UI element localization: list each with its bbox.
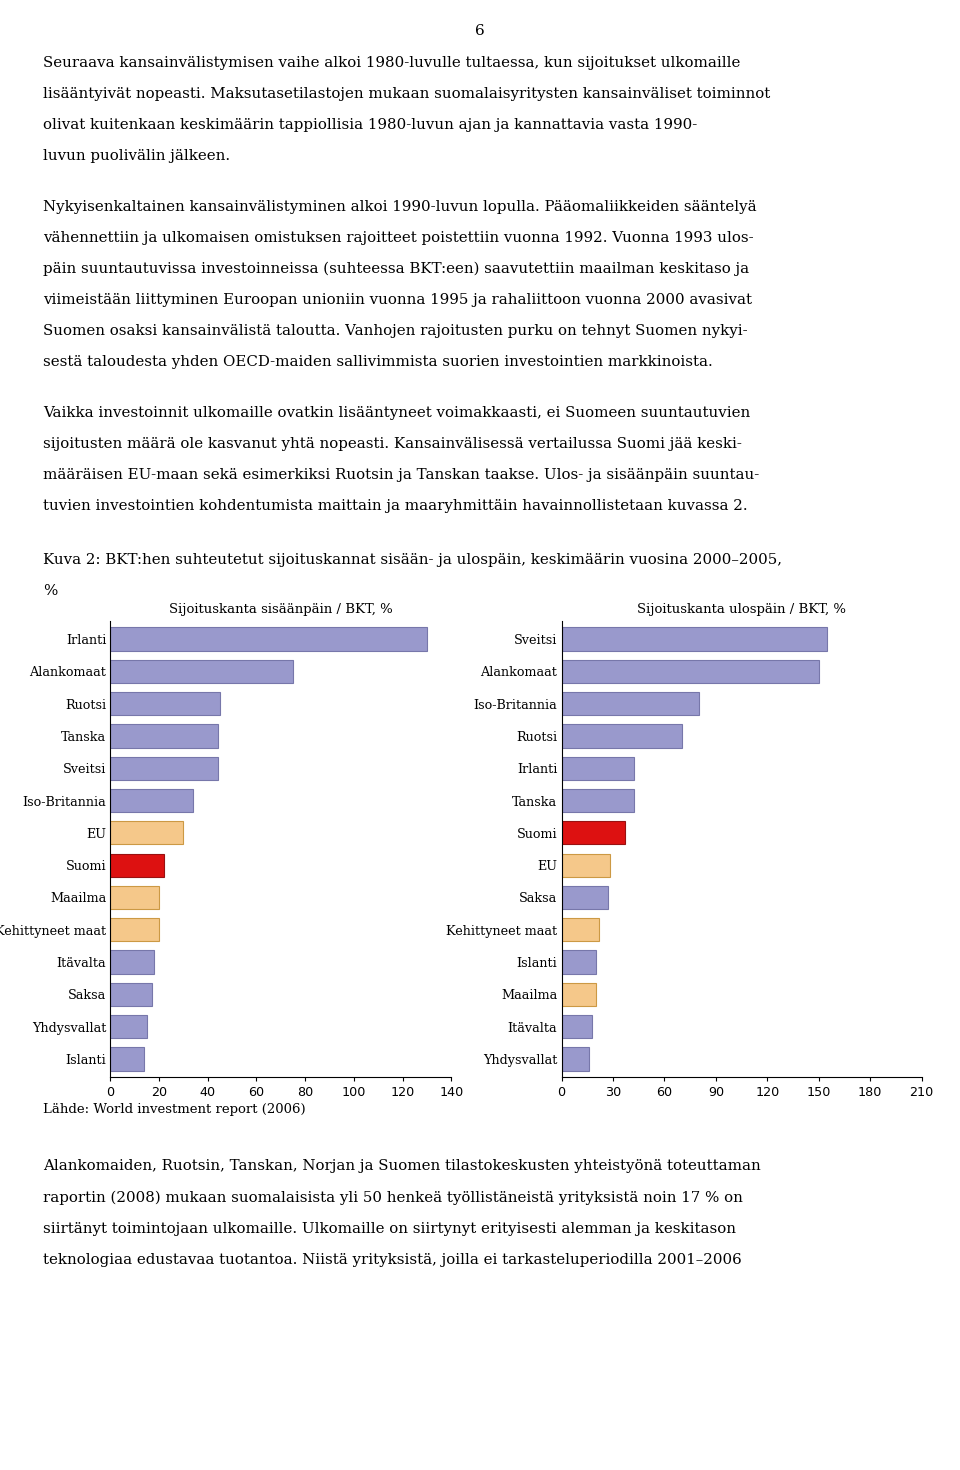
Bar <box>562 1048 589 1070</box>
Bar <box>562 983 596 1005</box>
Text: Kuva 2: BKT:hen suhteutetut sijoituskannat sisään- ja ulospäin, keskimäärin vuos: Kuva 2: BKT:hen suhteutetut sijoituskann… <box>43 553 782 567</box>
Bar <box>110 789 193 811</box>
Text: %: % <box>43 585 58 598</box>
Title: Sijoituskanta ulospäin / BKT, %: Sijoituskanta ulospäin / BKT, % <box>637 603 846 616</box>
Text: Lähde: World investment report (2006): Lähde: World investment report (2006) <box>43 1104 306 1116</box>
Bar <box>110 822 183 844</box>
Text: vähennettiin ja ulkomaisen omistuksen rajoitteet poistettiin vuonna 1992. Vuonna: vähennettiin ja ulkomaisen omistuksen ra… <box>43 231 754 245</box>
Bar <box>562 1016 592 1038</box>
Bar <box>110 1048 144 1070</box>
Bar <box>562 725 682 748</box>
Bar <box>110 886 159 908</box>
Bar <box>562 660 819 684</box>
Title: Sijoituskanta sisäänpäin / BKT, %: Sijoituskanta sisäänpäin / BKT, % <box>169 603 393 616</box>
Bar <box>562 692 699 716</box>
Bar <box>562 789 634 811</box>
Bar <box>562 757 634 781</box>
Text: luvun puolivälin jälkeen.: luvun puolivälin jälkeen. <box>43 150 230 163</box>
Text: sestä taloudesta yhden OECD-maiden sallivimmista suorien investointien markkinoi: sestä taloudesta yhden OECD-maiden salli… <box>43 356 713 369</box>
Bar <box>110 919 159 941</box>
Text: Seuraava kansainvälistymisen vaihe alkoi 1980-luvulle tultaessa, kun sijoitukset: Seuraava kansainvälistymisen vaihe alkoi… <box>43 56 740 71</box>
Text: tuvien investointien kohdentumista maittain ja maaryhmittäin havainnollistetaan : tuvien investointien kohdentumista maitt… <box>43 500 748 513</box>
Text: raportin (2008) mukaan suomalaisista yli 50 henkeä työllistäneistä yrityksistä n: raportin (2008) mukaan suomalaisista yli… <box>43 1191 743 1205</box>
Text: siirtänyt toimintojaan ulkomaille. Ulkomaille on siirtynyt erityisesti alemman j: siirtänyt toimintojaan ulkomaille. Ulkom… <box>43 1222 736 1235</box>
Bar <box>562 628 828 651</box>
Text: Vaikka investoinnit ulkomaille ovatkin lisääntyneet voimakkaasti, ei Suomeen suu: Vaikka investoinnit ulkomaille ovatkin l… <box>43 406 751 420</box>
Text: lisääntyivät nopeasti. Maksutasetilastojen mukaan suomalaisyritysten kansainväli: lisääntyivät nopeasti. Maksutasetilastoj… <box>43 87 771 101</box>
Text: määräisen EU-maan sekä esimerkiksi Ruotsin ja Tanskan taakse. Ulos- ja sisäänpäi: määräisen EU-maan sekä esimerkiksi Ruots… <box>43 467 759 482</box>
Text: Suomen osaksi kansainvälistä taloutta. Vanhojen rajoitusten purku on tehnyt Suom: Suomen osaksi kansainvälistä taloutta. V… <box>43 325 748 338</box>
Bar <box>110 1016 147 1038</box>
Bar <box>562 822 625 844</box>
Bar <box>562 854 610 876</box>
Text: 6: 6 <box>475 24 485 38</box>
Text: Nykyisenkaltainen kansainvälistyminen alkoi 1990-luvun lopulla. Pääomaliikkeiden: Nykyisenkaltainen kansainvälistyminen al… <box>43 200 756 213</box>
Bar <box>110 983 152 1005</box>
Bar <box>110 660 293 684</box>
Bar <box>562 919 599 941</box>
Text: teknologiaa edustavaa tuotantoa. Niistä yrityksistä, joilla ei tarkasteluperiodi: teknologiaa edustavaa tuotantoa. Niistä … <box>43 1252 742 1267</box>
Text: Alankomaiden, Ruotsin, Tanskan, Norjan ja Suomen tilastokeskusten yhteistyönä to: Alankomaiden, Ruotsin, Tanskan, Norjan j… <box>43 1160 761 1173</box>
Bar <box>110 628 427 651</box>
Bar <box>110 692 220 716</box>
Text: päin suuntautuvissa investoinneissa (suhteessa BKT:een) saavutettiin maailman ke: päin suuntautuvissa investoinneissa (suh… <box>43 262 750 276</box>
Text: sijoitusten määrä ole kasvanut yhtä nopeasti. Kansainvälisessä vertailussa Suomi: sijoitusten määrä ole kasvanut yhtä nope… <box>43 437 742 451</box>
Bar <box>562 951 596 973</box>
Bar <box>562 886 608 908</box>
Bar <box>110 951 155 973</box>
Text: viimeistään liittyminen Euroopan unioniin vuonna 1995 ja rahaliittoon vuonna 200: viimeistään liittyminen Euroopan unionii… <box>43 293 753 307</box>
Bar <box>110 854 164 876</box>
Text: olivat kuitenkaan keskimäärin tappiollisia 1980-luvun ajan ja kannattavia vasta : olivat kuitenkaan keskimäärin tappiollis… <box>43 118 698 132</box>
Bar <box>110 725 218 748</box>
Bar <box>110 757 218 781</box>
